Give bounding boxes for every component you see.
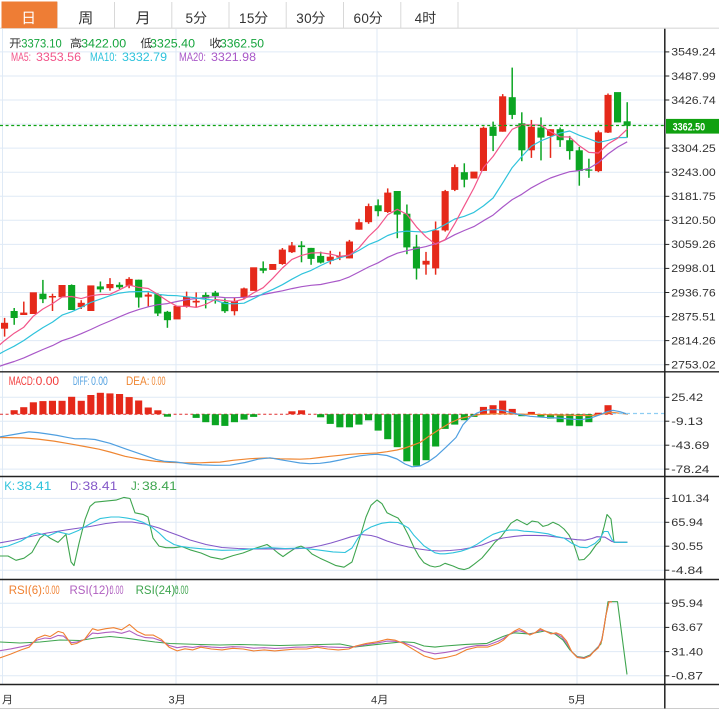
svg-text:3243.00: 3243.00 [671, 167, 715, 179]
svg-text::: : [18, 36, 21, 50]
svg-text:5: 5 [186, 11, 194, 26]
svg-text:-9.13: -9.13 [671, 416, 703, 428]
svg-text:31.40: 31.40 [671, 646, 703, 658]
svg-text:4: 4 [371, 695, 377, 707]
svg-text:0.00: 0.00 [91, 376, 108, 388]
svg-text:DEA:: DEA: [126, 376, 150, 388]
svg-text:MA20:: MA20: [179, 52, 206, 64]
svg-text:2998.01: 2998.01 [671, 263, 715, 275]
svg-text:3325.40: 3325.40 [150, 36, 195, 50]
svg-text:0.00: 0.00 [152, 376, 166, 388]
svg-text:3120.50: 3120.50 [671, 215, 715, 227]
svg-text:-0.87: -0.87 [671, 671, 703, 683]
svg-text:30: 30 [296, 11, 312, 26]
svg-text:2814.26: 2814.26 [671, 335, 715, 347]
svg-text:3487.99: 3487.99 [671, 71, 715, 83]
svg-text:0.00: 0.00 [45, 585, 59, 597]
svg-text:3332.79: 3332.79 [122, 50, 167, 64]
svg-text:3321.98: 3321.98 [211, 50, 256, 64]
svg-text:DIFF:: DIFF: [73, 376, 90, 388]
svg-text:3422.00: 3422.00 [81, 36, 126, 50]
svg-text:0.00: 0.00 [175, 585, 189, 597]
svg-text:3426.74: 3426.74 [671, 95, 715, 107]
svg-text:-4.84: -4.84 [671, 565, 703, 577]
svg-text:38.41: 38.41 [83, 479, 118, 493]
svg-text:60: 60 [354, 11, 370, 26]
svg-text:-43.69: -43.69 [671, 440, 709, 452]
svg-text:3181.75: 3181.75 [671, 191, 715, 203]
svg-text:0.00: 0.00 [36, 376, 59, 388]
svg-text:3353.56: 3353.56 [36, 50, 81, 64]
svg-text:95.94: 95.94 [671, 598, 703, 610]
svg-text:3549.24: 3549.24 [671, 47, 715, 59]
svg-text:3362.50: 3362.50 [673, 121, 706, 133]
svg-text:MA5:: MA5: [11, 52, 31, 64]
svg-text:5: 5 [569, 695, 575, 707]
svg-text:63.67: 63.67 [671, 622, 703, 634]
svg-text:38.41: 38.41 [17, 479, 52, 493]
svg-text:RSI(6):: RSI(6): [9, 585, 45, 597]
svg-text:2875.51: 2875.51 [671, 311, 715, 323]
svg-text:MA10:: MA10: [90, 52, 117, 64]
svg-text:38.41: 38.41 [142, 479, 177, 493]
svg-text:J:: J: [131, 481, 140, 493]
svg-text:3304.25: 3304.25 [671, 143, 715, 155]
svg-text:D:: D: [70, 481, 82, 493]
svg-text::: : [150, 36, 153, 50]
svg-text:3362.50: 3362.50 [220, 36, 264, 50]
svg-text:RSI(24):: RSI(24): [136, 585, 179, 597]
svg-text:RSI(12):: RSI(12): [70, 585, 113, 597]
svg-text:3: 3 [169, 695, 175, 707]
svg-text:25.42: 25.42 [671, 392, 703, 404]
svg-text:2936.76: 2936.76 [671, 287, 715, 299]
svg-text::: : [79, 36, 82, 50]
svg-text:15: 15 [239, 11, 255, 26]
svg-text:65.94: 65.94 [671, 517, 703, 529]
svg-text:4: 4 [415, 11, 423, 26]
svg-text:101.34: 101.34 [671, 493, 709, 505]
svg-text:30.55: 30.55 [671, 541, 703, 553]
svg-text::: : [219, 36, 222, 50]
svg-text:3373.10: 3373.10 [21, 36, 62, 50]
svg-text:2753.02: 2753.02 [671, 360, 715, 372]
svg-text:0.00: 0.00 [110, 585, 124, 597]
svg-text:3059.26: 3059.26 [671, 239, 715, 251]
svg-text:-78.24: -78.24 [671, 464, 709, 476]
svg-text:K:: K: [4, 481, 15, 493]
svg-text:MACD:: MACD: [9, 376, 35, 388]
